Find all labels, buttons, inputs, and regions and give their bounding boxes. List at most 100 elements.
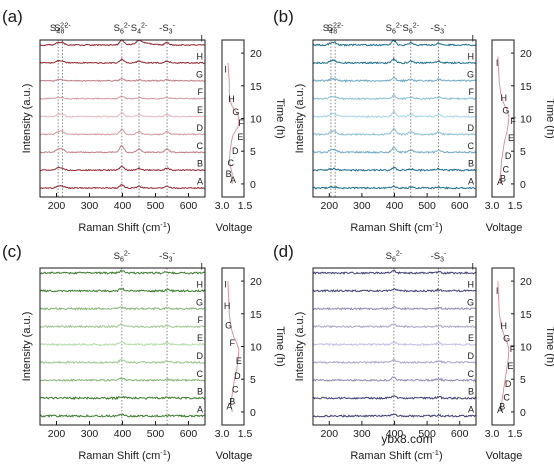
spectrum-line-B bbox=[312, 166, 477, 172]
x-tick-label: 200 bbox=[321, 200, 339, 212]
curve-label: G bbox=[196, 297, 203, 307]
spectrum-line-H bbox=[312, 287, 477, 293]
x-tick-label: 600 bbox=[180, 200, 198, 212]
voltage-point-label: E bbox=[236, 356, 242, 366]
time-tick-label: 0 bbox=[520, 179, 526, 191]
peak-label: -S3- bbox=[159, 251, 175, 264]
spectrum-line-D bbox=[312, 358, 477, 365]
peak-label: -S3- bbox=[431, 23, 447, 36]
curve-label: D bbox=[468, 351, 475, 361]
x-tick-label: 600 bbox=[451, 428, 469, 440]
curve-label: H bbox=[468, 279, 475, 289]
y-axis-title: Intensity (a.u.) bbox=[21, 84, 33, 154]
curve-label: I bbox=[200, 262, 203, 272]
panel-label: (b) bbox=[273, 7, 294, 26]
curve-label: D bbox=[468, 123, 475, 133]
voltage-point-label: F bbox=[230, 338, 236, 348]
spectrum-line-B bbox=[39, 165, 206, 172]
curve-label: I bbox=[471, 34, 474, 44]
voltage-point-label: G bbox=[502, 106, 509, 116]
voltage-point-label: I bbox=[496, 58, 499, 68]
voltage-axis-title: Voltage bbox=[216, 222, 253, 234]
voltage-point-label: D bbox=[505, 379, 512, 389]
curve-label: B bbox=[197, 387, 203, 397]
curve-label: E bbox=[468, 333, 474, 343]
time-tick-label: 5 bbox=[520, 146, 526, 158]
spectrum-line-F bbox=[39, 95, 206, 100]
x-axis-title: Raman Shift (cm-1) bbox=[78, 448, 170, 462]
spectrum-line-F bbox=[39, 322, 206, 329]
voltage-tick-label: 1.5 bbox=[238, 200, 253, 212]
x-axis-title: Raman Shift (cm-1) bbox=[78, 220, 170, 234]
spectrum-line-A bbox=[312, 413, 477, 418]
voltage-point-label: C bbox=[503, 393, 510, 403]
peak-label: -S3- bbox=[431, 251, 447, 264]
spectrum-line-C bbox=[39, 377, 206, 383]
spectrum-line-D bbox=[40, 128, 206, 136]
time-tick-label: 0 bbox=[250, 407, 256, 419]
spectrum-line-C bbox=[312, 376, 477, 383]
voltage-curve bbox=[227, 62, 240, 184]
voltage-tick-label: 1.5 bbox=[508, 200, 523, 212]
voltage-axis-title: Voltage bbox=[486, 450, 523, 462]
time-tick-label: 10 bbox=[250, 114, 262, 126]
curve-label: E bbox=[197, 105, 203, 115]
watermark: ybx8.com bbox=[381, 432, 432, 446]
voltage-point-label: H bbox=[500, 321, 507, 331]
curve-label: C bbox=[468, 141, 475, 151]
x-tick-label: 500 bbox=[418, 428, 436, 440]
curve-label: E bbox=[197, 333, 203, 343]
voltage-tick-label: 3.0 bbox=[215, 200, 230, 212]
voltage-point-label: I bbox=[224, 279, 227, 289]
curve-label: A bbox=[468, 177, 474, 187]
curve-label: E bbox=[468, 105, 474, 115]
curve-label: A bbox=[197, 405, 203, 415]
time-tick-label: 20 bbox=[520, 48, 532, 60]
voltage-point-label: D bbox=[505, 151, 512, 161]
spectrum-line-B bbox=[312, 395, 477, 400]
spectrum-line-G bbox=[312, 76, 477, 83]
curve-label: C bbox=[197, 369, 204, 379]
curve-label: A bbox=[197, 177, 203, 187]
time-axis-title: Time (h) bbox=[274, 326, 286, 367]
time-tick-label: 0 bbox=[520, 407, 526, 419]
curve-label: C bbox=[197, 141, 204, 151]
time-tick-label: 15 bbox=[250, 309, 262, 321]
spectrum-line-F bbox=[313, 94, 477, 101]
voltage-axis-title: Voltage bbox=[216, 450, 253, 462]
voltage-curve bbox=[497, 281, 510, 412]
voltage-point-label: G bbox=[503, 334, 510, 344]
panel-label: (a) bbox=[2, 7, 23, 26]
spectrum-line-D bbox=[39, 359, 206, 365]
voltage-tick-label: 3.0 bbox=[215, 428, 230, 440]
spectrum-line-H bbox=[39, 58, 206, 65]
raman-frame bbox=[39, 39, 206, 198]
spectrum-line-A bbox=[40, 183, 206, 190]
time-axis-title: Time (h) bbox=[544, 326, 554, 367]
x-tick-label: 200 bbox=[48, 428, 66, 440]
curve-label: F bbox=[198, 87, 204, 97]
time-tick-label: 5 bbox=[250, 146, 256, 158]
spectrum-line-G bbox=[313, 306, 477, 311]
time-tick-label: 15 bbox=[520, 309, 532, 321]
spectrum-line-A bbox=[39, 413, 206, 419]
time-tick-label: 0 bbox=[250, 179, 256, 191]
voltage-point-label: A bbox=[497, 405, 503, 415]
curve-label: F bbox=[469, 87, 475, 97]
x-tick-label: 500 bbox=[418, 200, 436, 212]
voltage-point-label: A bbox=[230, 175, 236, 185]
curve-label: G bbox=[196, 69, 203, 79]
voltage-tick-label: 1.5 bbox=[238, 428, 253, 440]
time-axis-title: Time (h) bbox=[274, 98, 286, 139]
curve-label: H bbox=[468, 51, 475, 61]
x-tick-label: 300 bbox=[353, 200, 371, 212]
curve-label: F bbox=[198, 315, 204, 325]
x-tick-label: 500 bbox=[147, 200, 165, 212]
curve-label: C bbox=[468, 369, 475, 379]
peak-label: S82- bbox=[54, 23, 71, 36]
curve-label: H bbox=[197, 51, 204, 61]
spectrum-line-E bbox=[40, 341, 206, 347]
